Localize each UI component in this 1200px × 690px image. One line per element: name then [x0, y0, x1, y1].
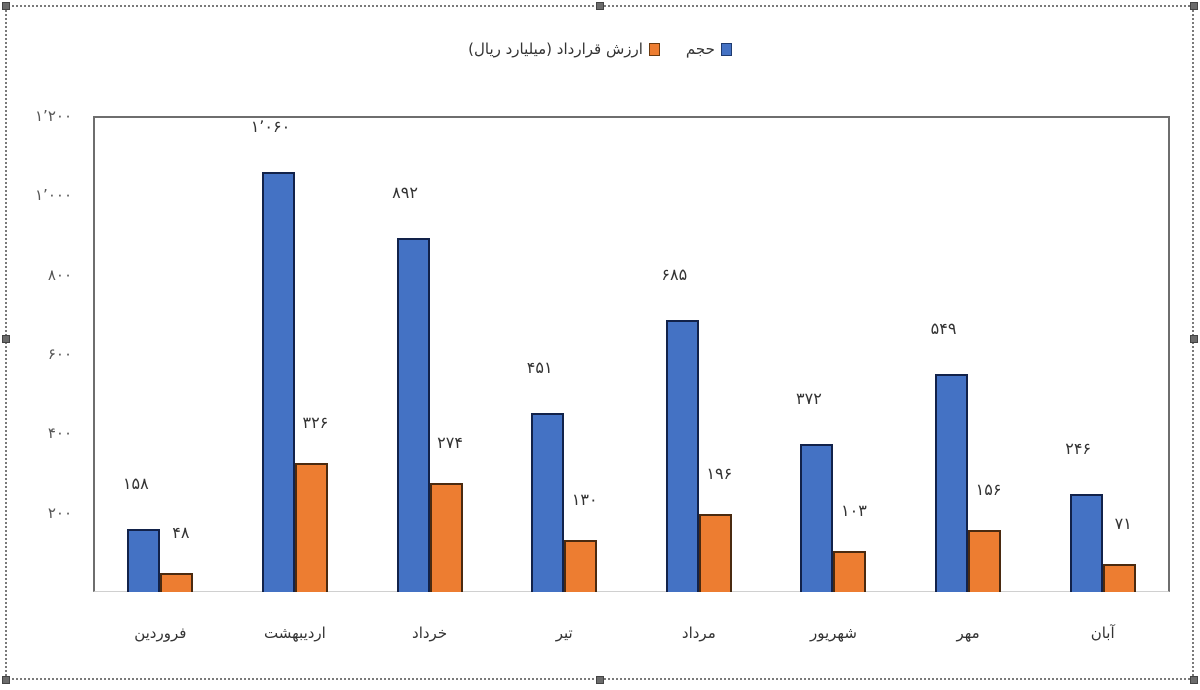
y-tick-label: ۶۰۰ — [47, 345, 72, 363]
bar-volume — [665, 320, 699, 592]
x-tick-label: فروردین — [134, 624, 187, 642]
resize-handle-middle-left[interactable] — [2, 335, 10, 343]
resize-handle-bottom-left[interactable] — [2, 676, 10, 684]
data-label: ۲۴۶ — [1065, 439, 1092, 459]
data-label: ۵۴۹ — [930, 319, 957, 339]
data-label: ۱۰۳ — [841, 501, 867, 521]
data-label: ۶۸۵ — [661, 265, 688, 285]
data-label: ۱۵۶ — [975, 480, 1002, 500]
chart-legend: حجم ارزش قرارداد (میلیارد ریال) — [0, 40, 1200, 58]
bar-volume — [127, 529, 161, 592]
legend-item-volume: حجم — [686, 40, 732, 58]
data-label: ۱۹۶ — [706, 464, 733, 484]
x-tick-label: آبان — [1090, 624, 1115, 642]
data-label: ۷۱ — [1114, 513, 1132, 533]
bar-contract-value — [294, 462, 328, 592]
legend-swatch-blue — [720, 42, 732, 56]
bar-contract-value — [160, 572, 194, 592]
legend-swatch-orange — [648, 42, 660, 56]
bar-contract-value — [833, 551, 867, 592]
data-label: ۳۲۶ — [302, 412, 329, 432]
y-tick-label: ۱٬۲۰۰ — [35, 107, 72, 125]
legend-label: ارزش قرارداد (میلیارد ریال) — [468, 40, 643, 58]
bar-contract-value — [968, 530, 1002, 592]
y-tick-label: ۲۰۰ — [47, 503, 72, 522]
x-tick-label: مرداد — [681, 624, 716, 642]
x-tick-label: شهریور — [809, 624, 857, 642]
resize-handle-top-center[interactable] — [596, 2, 604, 10]
data-label: ۱٬۰۶۰ — [250, 116, 291, 136]
resize-handle-bottom-center[interactable] — [596, 676, 604, 684]
bar-volume — [531, 413, 565, 592]
x-tick-label: مهر — [956, 624, 980, 642]
legend-item-contract-value: ارزش قرارداد (میلیارد ریال) — [468, 40, 660, 58]
x-tick-label: تیر — [555, 624, 573, 642]
x-tick-label: خرداد — [412, 624, 448, 642]
resize-handle-middle-right[interactable] — [1190, 335, 1198, 343]
data-label: ۱۳۰ — [571, 490, 598, 510]
y-tick-label: ۸۰۰ — [47, 265, 72, 284]
x-tick-label: اردیبهشت — [264, 624, 326, 642]
legend-label: حجم — [685, 40, 715, 58]
resize-handle-top-right[interactable] — [1190, 2, 1198, 10]
y-tick-label: ۴۰۰ — [47, 424, 72, 443]
data-label: ۴۸ — [172, 522, 190, 542]
resize-handle-bottom-right[interactable] — [1190, 676, 1198, 684]
bar-volume — [800, 444, 834, 592]
data-label: ۳۷۲ — [796, 389, 822, 409]
data-label: ۱۵۸ — [122, 474, 149, 494]
data-label: ۲۷۴ — [437, 433, 463, 453]
plot-area — [93, 116, 1170, 592]
y-tick-label: ۱٬۰۰۰ — [35, 186, 72, 205]
bar-volume — [1069, 494, 1103, 592]
data-label: ۸۹۲ — [392, 183, 418, 203]
bar-contract-value — [1102, 563, 1136, 592]
resize-handle-top-left[interactable] — [2, 2, 10, 10]
bar-volume — [261, 171, 295, 592]
bar-volume — [396, 238, 430, 592]
bar-volume — [935, 374, 969, 592]
data-label: ۴۵۱ — [526, 358, 553, 378]
bar-contract-value — [429, 483, 463, 592]
bar-contract-value — [698, 514, 732, 592]
bar-contract-value — [564, 540, 598, 592]
